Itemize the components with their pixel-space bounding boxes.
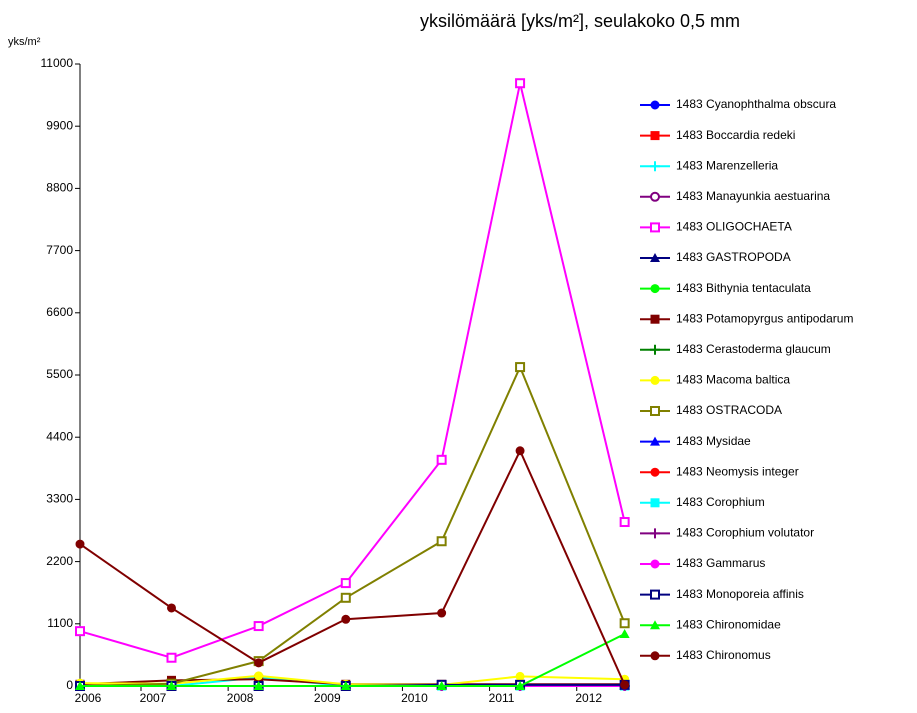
y-tick-label: 2200	[46, 554, 73, 568]
legend-label: 1483 Cyanophthalma obscura	[676, 97, 836, 111]
series-line	[80, 633, 626, 687]
data-point	[75, 539, 85, 549]
data-point	[254, 671, 264, 681]
data-point	[167, 603, 176, 613]
x-tick-label: 2011	[489, 691, 515, 705]
data-point	[166, 681, 177, 690]
data-point	[340, 578, 351, 589]
legend-marker	[650, 375, 660, 385]
legend-marker	[650, 253, 660, 262]
series-line	[79, 364, 626, 687]
legend-marker	[650, 406, 660, 416]
data-point	[75, 681, 85, 690]
legend-label: 1483 Neomysis integer	[676, 464, 799, 478]
legend-marker	[650, 284, 660, 294]
data-point	[437, 608, 447, 618]
data-point	[340, 681, 351, 690]
data-point	[340, 592, 351, 603]
legend-label: 1483 Potamopyrgus antipodarum	[676, 311, 853, 325]
data-point	[436, 536, 447, 547]
legend-marker	[650, 314, 660, 324]
legend-marker	[650, 498, 660, 508]
legend-label: 1483 Chironomus	[676, 648, 771, 662]
x-tick-label: 2012	[575, 691, 602, 705]
y-tick-label: 4400	[46, 429, 73, 443]
legend-label: 1483 OSTRACODA	[676, 403, 782, 417]
legend-marker	[650, 161, 660, 172]
data-point	[341, 614, 351, 624]
legend-label: 1483 Manayunkia aestuarina	[676, 189, 830, 203]
data-point	[515, 362, 526, 373]
data-point	[75, 626, 85, 637]
y-tick-label: 9900	[46, 118, 73, 132]
data-point	[436, 454, 447, 465]
y-tick-label: 5500	[46, 367, 73, 381]
data-point	[619, 628, 630, 638]
data-point	[253, 621, 264, 632]
y-tick-label: 3300	[46, 492, 73, 506]
y-tick-label: 7700	[46, 243, 73, 257]
legend-marker	[650, 436, 660, 446]
legend-marker	[650, 131, 660, 141]
data-point	[436, 681, 447, 690]
data-point	[166, 652, 177, 663]
legend-marker	[650, 528, 660, 539]
y-tick-label: 8800	[46, 181, 73, 195]
chart-title: yksilömäärä [yks/m²], seulakoko 0,5 mm	[420, 11, 740, 31]
data-point	[253, 681, 264, 690]
x-tick-label: 2010	[401, 691, 428, 705]
y-axis-label: yks/m²	[8, 36, 41, 48]
data-point	[619, 517, 630, 528]
legend-marker	[650, 559, 660, 569]
y-tick-label: 6600	[46, 305, 73, 319]
legend-label: 1483 GASTROPODA	[676, 250, 791, 264]
legend-label: 1483 Gammarus	[676, 556, 765, 570]
legend-label: 1483 Chironomidae	[676, 617, 781, 631]
series-line	[79, 82, 626, 659]
legend-marker	[650, 100, 660, 110]
series-line	[79, 448, 626, 686]
legend-label: 1483 Macoma baltica	[676, 373, 790, 387]
x-tick-label: 2006	[75, 691, 102, 705]
legend-marker	[650, 191, 660, 202]
x-tick-label: 2008	[227, 691, 254, 705]
legend-marker	[650, 222, 660, 233]
data-point	[254, 658, 264, 668]
x-tick-label: 2009	[314, 691, 341, 705]
data-point	[515, 446, 525, 456]
data-point	[515, 78, 526, 89]
legend-label: 1483 Corophium volutator	[676, 526, 814, 540]
data-point	[620, 680, 630, 690]
legend-label: 1483 Cerastoderma glaucum	[676, 342, 831, 356]
legend-label: 1483 Marenzelleria	[676, 158, 778, 172]
data-point	[515, 671, 525, 681]
y-tick-label: 0	[66, 678, 73, 692]
y-tick-label: 11000	[41, 56, 74, 70]
legend-marker	[650, 620, 660, 630]
legend-marker	[650, 589, 660, 600]
legend-label: 1483 Corophium	[676, 495, 765, 509]
data-point	[619, 618, 630, 629]
y-tick-label: 1100	[47, 616, 73, 630]
data-point	[515, 681, 526, 690]
legend-marker	[650, 344, 660, 355]
legend-label: 1483 Bithynia tentaculata	[676, 281, 811, 295]
legend-marker	[650, 467, 660, 477]
legend-marker	[650, 651, 660, 661]
x-tick-label: 2007	[140, 691, 167, 705]
legend-label: 1483 Boccardia redeki	[676, 128, 795, 142]
legend-label: 1483 Monoporeia affinis	[676, 587, 804, 601]
legend-label: 1483 Mysidae	[676, 434, 751, 448]
legend-label: 1483 OLIGOCHAETA	[676, 220, 792, 234]
